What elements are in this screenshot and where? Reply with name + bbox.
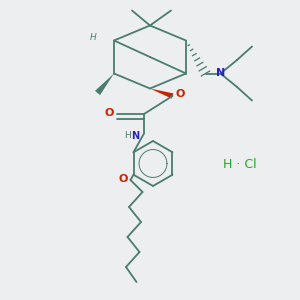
Text: N: N: [131, 131, 139, 141]
Text: N: N: [216, 68, 225, 79]
Text: H · Cl: H · Cl: [223, 158, 257, 172]
Text: H: H: [124, 131, 131, 140]
Text: H: H: [90, 33, 96, 42]
Text: O: O: [118, 173, 128, 184]
Polygon shape: [150, 88, 173, 99]
Polygon shape: [95, 74, 114, 95]
Text: O: O: [175, 89, 185, 100]
Text: O: O: [105, 108, 114, 118]
